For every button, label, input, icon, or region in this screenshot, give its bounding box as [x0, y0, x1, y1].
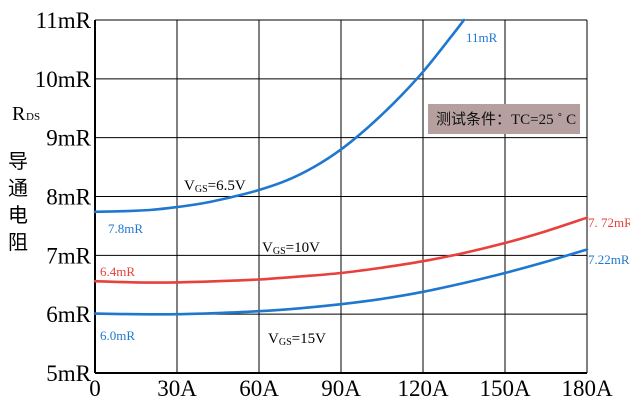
y-axis-label-char: 电: [8, 203, 28, 227]
series-start-label: 7.8mR: [108, 221, 143, 236]
series-vgs-label: VGS=6.5V: [184, 178, 246, 195]
series-line-vgs-6-5v: [93, 18, 466, 214]
y-tick-label: 9mR: [46, 126, 91, 151]
y-axis-label-char: 阻: [8, 230, 28, 254]
annotations: 7.8mR 11mR VGS=6.5V 6.4mR 7. 72mR VGS=10V 6.0m…: [100, 30, 630, 348]
series-end-label: 7. 72mR: [588, 215, 630, 230]
series-vgs-label: VGS=10V: [262, 240, 320, 257]
grid: [94, 19, 588, 374]
y-tick-label: 8mR: [46, 185, 91, 210]
test-condition-background: [428, 104, 580, 134]
x-tick-label: 30A: [157, 376, 197, 399]
test-condition-text: 测试条件：TC=25 ˚ C: [436, 111, 576, 128]
y-tick-label: 5mR: [46, 361, 91, 386]
y-axis-label-char: 导: [8, 149, 28, 173]
series-start-label: 6.4mR: [100, 264, 135, 279]
series-line-vgs-15v: [93, 248, 589, 316]
series-line-vgs-10v: [93, 216, 589, 284]
x-tick-label: 180A: [561, 376, 613, 399]
y-tick-label: 6mR: [46, 302, 91, 327]
y-axis-label-subscript: DS: [26, 111, 40, 123]
x-tick-label: 150A: [479, 376, 531, 399]
test-condition-box: 测试条件：TC=25 ˚ C: [428, 104, 580, 134]
y-axis-label-char: 通: [8, 176, 28, 200]
series-end-label: 11mR: [466, 30, 498, 45]
y-tick-label: 10mR: [35, 67, 92, 92]
y-axis-label-symbol: R: [12, 103, 26, 125]
series-vgs-label: VGS=15V: [268, 331, 326, 348]
x-tick-label: 120A: [397, 376, 449, 399]
x-tick-label: 90A: [321, 376, 361, 399]
series-start-label: 6.0mR: [100, 328, 135, 343]
y-tick-label: 7mR: [46, 243, 91, 268]
y-tick-label: 11mR: [36, 8, 92, 33]
series-end-label: 7.22mR: [588, 252, 630, 267]
tick-labels: 0 30A 60A 90A 120A 150A 180A 5mR 6mR 7mR 8mR 9mR 10m…: [35, 8, 613, 399]
x-tick-label: 0: [89, 376, 101, 399]
x-tick-label: 60A: [239, 376, 279, 399]
series-lines: [93, 18, 589, 316]
